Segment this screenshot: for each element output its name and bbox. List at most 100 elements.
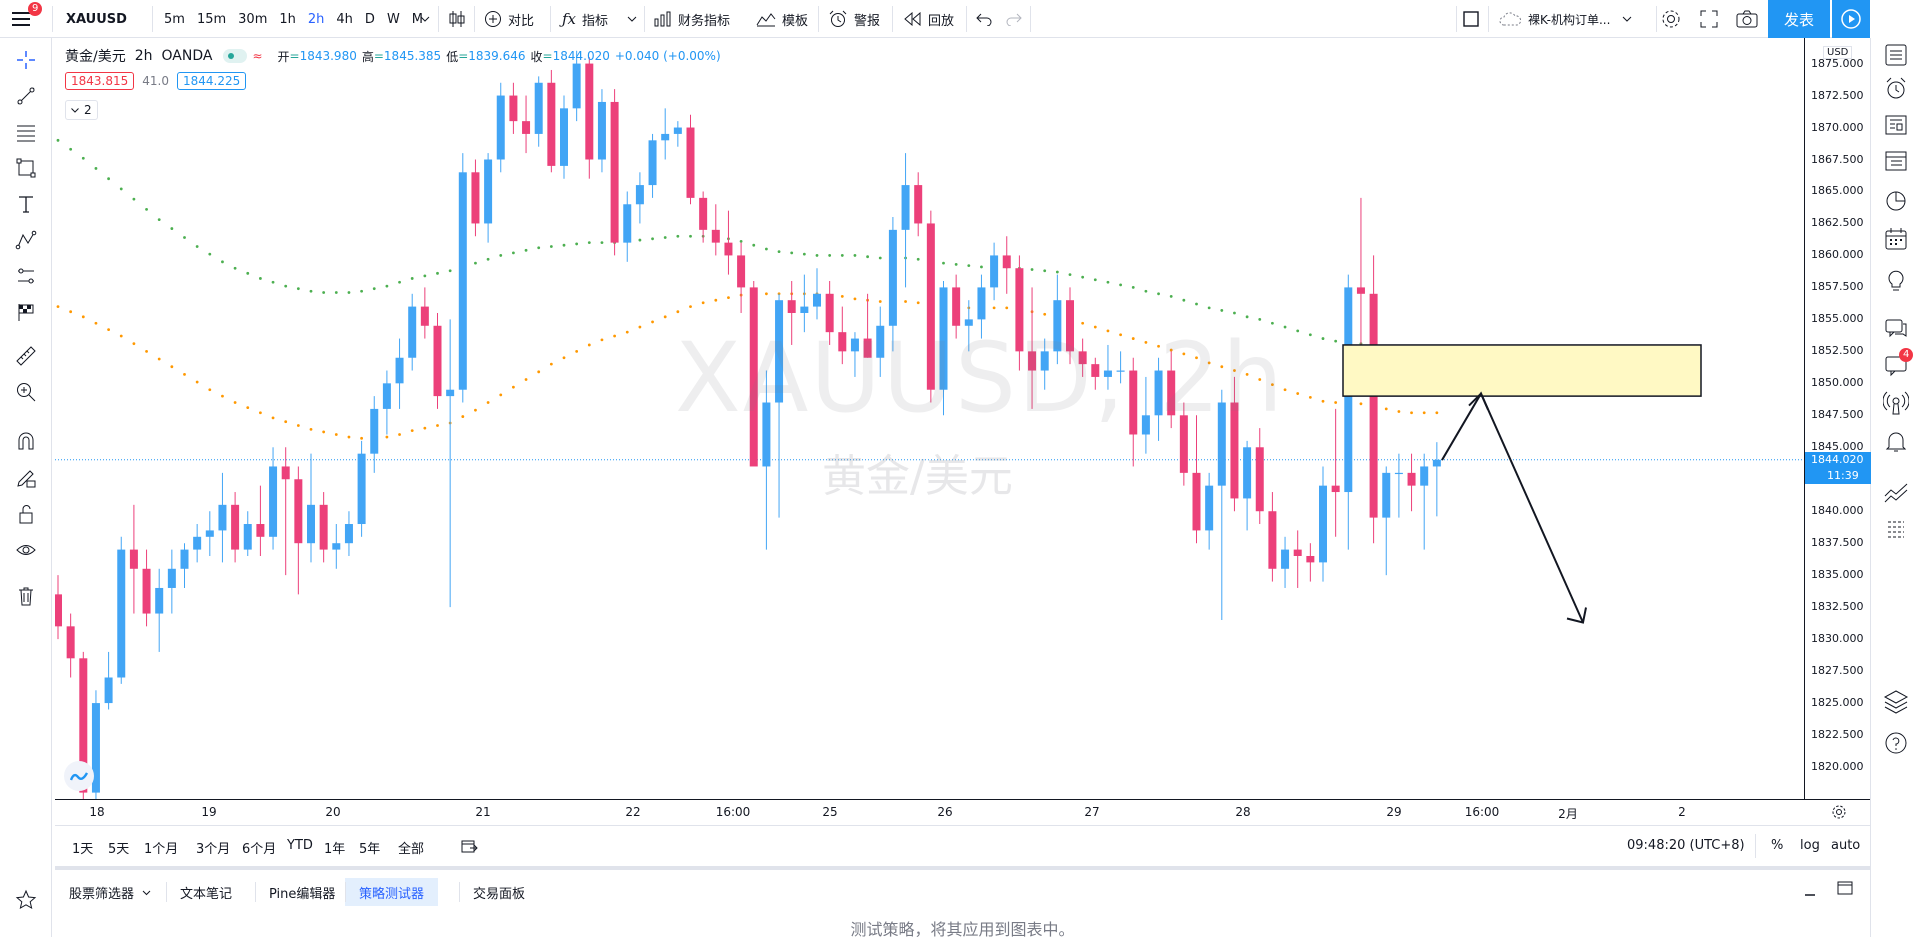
layers-button[interactable] <box>1881 686 1911 716</box>
bottom-tab-1[interactable]: 文本笔记 <box>166 878 246 906</box>
depth-button[interactable] <box>1881 514 1911 544</box>
publish-button[interactable]: 发表 <box>1768 0 1830 38</box>
maximize-panel-button[interactable] <box>1837 880 1853 900</box>
goto-date-button[interactable] <box>460 838 478 858</box>
price-tick: 1865.000 <box>1811 184 1864 198</box>
bottom-tab-4[interactable]: 交易面板 <box>459 878 539 906</box>
tradingview-logo[interactable] <box>64 761 94 791</box>
indicators-button[interactable]: ƒx 指标 <box>562 0 608 38</box>
timeframe-W[interactable]: W <box>386 11 400 27</box>
prediction-tool[interactable] <box>12 262 40 290</box>
notifications-button[interactable] <box>1881 426 1911 456</box>
compare-button[interactable]: 对比 <box>484 0 534 38</box>
ema-slow-dot <box>916 301 920 305</box>
bottom-tab-3[interactable]: 策略测试器 <box>345 878 439 906</box>
range-4[interactable]: 6个月 <box>242 842 277 857</box>
time-axis[interactable]: 18 19 20 21 22 16:00 25 26 27 28 29 16:00 2月 2 <box>55 799 1870 825</box>
text-tool[interactable] <box>12 190 40 218</box>
icons-tool[interactable] <box>12 298 40 326</box>
pattern-tool[interactable] <box>12 226 40 254</box>
zoom-tool[interactable] <box>12 378 40 406</box>
chart-settings-button[interactable] <box>1831 804 1847 824</box>
bottom-tab-0[interactable]: 股票筛选器 <box>55 878 165 906</box>
measure-tool[interactable] <box>12 342 40 370</box>
menu-button[interactable]: 9 <box>12 0 43 38</box>
candle-body <box>294 479 303 544</box>
chart-type-button[interactable] <box>448 0 466 38</box>
favorites-tool[interactable] <box>12 886 40 914</box>
log-toggle[interactable]: log <box>1800 838 1820 853</box>
magnet-tool[interactable] <box>12 428 40 456</box>
legend-name[interactable]: 黄金/美元 <box>65 49 126 65</box>
symbol-search[interactable]: XAUUSD <box>66 11 127 27</box>
layout-selector[interactable]: 裸K-机构订单... <box>1498 0 1632 38</box>
bottom-tab-2[interactable]: Pine编辑器 <box>255 878 349 906</box>
range-2[interactable]: 1个月 <box>144 842 179 857</box>
watchlist-button[interactable] <box>1881 40 1911 70</box>
range-0[interactable]: 1天 <box>72 842 94 857</box>
fullscreen-button[interactable] <box>1700 0 1718 38</box>
help-button[interactable] <box>1881 728 1911 758</box>
candle-body <box>1268 511 1277 569</box>
timeframe-D[interactable]: D <box>364 11 375 27</box>
remove-tool[interactable] <box>12 582 40 610</box>
range-3[interactable]: 3个月 <box>196 842 231 857</box>
range-6[interactable]: 1年 <box>324 842 346 857</box>
ema-slow-dot <box>1093 325 1097 329</box>
indicators-dropdown[interactable] <box>627 0 637 38</box>
templates-icon <box>756 13 776 27</box>
price-axis[interactable]: USD 1875.000 1872.500 1870.000 1867.500 1865… <box>1804 38 1871 799</box>
crosshair-tool[interactable] <box>12 46 40 74</box>
hotlist-button[interactable] <box>1881 186 1911 216</box>
ema-slow-dot <box>385 435 389 439</box>
minimize-panel-button[interactable] <box>1803 882 1817 901</box>
timeframe-5m[interactable]: 5m <box>164 11 185 27</box>
snapshot-button[interactable] <box>1736 0 1758 38</box>
timeframe-dropdown[interactable] <box>420 0 430 38</box>
settings-button[interactable] <box>1660 0 1682 38</box>
alert-button[interactable]: 警报 <box>828 0 880 38</box>
hide-tool[interactable] <box>12 536 40 564</box>
broadcast-button[interactable] <box>1881 388 1911 418</box>
time-tick: 27 <box>1084 805 1100 819</box>
templates-button[interactable]: 模板 <box>756 0 808 38</box>
auto-toggle[interactable]: auto <box>1831 838 1861 853</box>
bid-price[interactable]: 1843.815 <box>65 72 135 90</box>
range-5[interactable]: YTD <box>287 838 313 853</box>
timeframe-2h[interactable]: 2h <box>307 11 325 27</box>
play-button[interactable] <box>1832 0 1870 38</box>
timeframe-4h[interactable]: 4h <box>336 11 353 27</box>
timeframe-30m[interactable]: 30m <box>238 11 268 27</box>
clock-timezone[interactable]: 09:48:20 (UTC+8) <box>1627 838 1745 853</box>
trendline-tool[interactable] <box>12 82 40 110</box>
news-button[interactable] <box>1881 110 1911 140</box>
ema-slow-dot <box>1207 361 1211 365</box>
price-chart[interactable] <box>55 38 1804 799</box>
range-1[interactable]: 5天 <box>108 842 130 857</box>
replay-button[interactable]: 回放 <box>904 0 954 38</box>
redo-button[interactable] <box>1006 0 1022 38</box>
range-8[interactable]: 全部 <box>398 842 425 857</box>
streams-button[interactable] <box>1881 314 1911 344</box>
fib-tool[interactable] <box>12 118 40 146</box>
indicators-collapse-button[interactable]: 2 <box>65 100 98 120</box>
timeframe-15m[interactable]: 15m <box>196 11 227 27</box>
calendar-button[interactable] <box>1881 224 1911 254</box>
ask-price[interactable]: 1844.225 <box>176 72 247 90</box>
data-window-button[interactable] <box>1881 146 1911 176</box>
alerts-button[interactable] <box>1881 74 1911 104</box>
stay-in-drawing-tool[interactable] <box>12 464 40 492</box>
timeframe-M[interactable]: M <box>411 11 424 27</box>
lock-tool[interactable] <box>12 500 40 528</box>
financials-button[interactable]: 财务指标 <box>654 0 730 38</box>
fullscreen-layout-button[interactable] <box>1462 0 1480 38</box>
chat-button[interactable]: 4 <box>1881 348 1914 380</box>
undo-button[interactable] <box>976 0 992 38</box>
range-7[interactable]: 5年 <box>359 842 381 857</box>
currency-label[interactable]: USD <box>1823 46 1853 59</box>
ideas-button[interactable] <box>1881 264 1911 294</box>
shape-tool[interactable] <box>12 154 40 182</box>
trading-button[interactable] <box>1881 478 1911 508</box>
percent-toggle[interactable]: % <box>1771 838 1784 853</box>
timeframe-1h[interactable]: 1h <box>279 11 296 27</box>
